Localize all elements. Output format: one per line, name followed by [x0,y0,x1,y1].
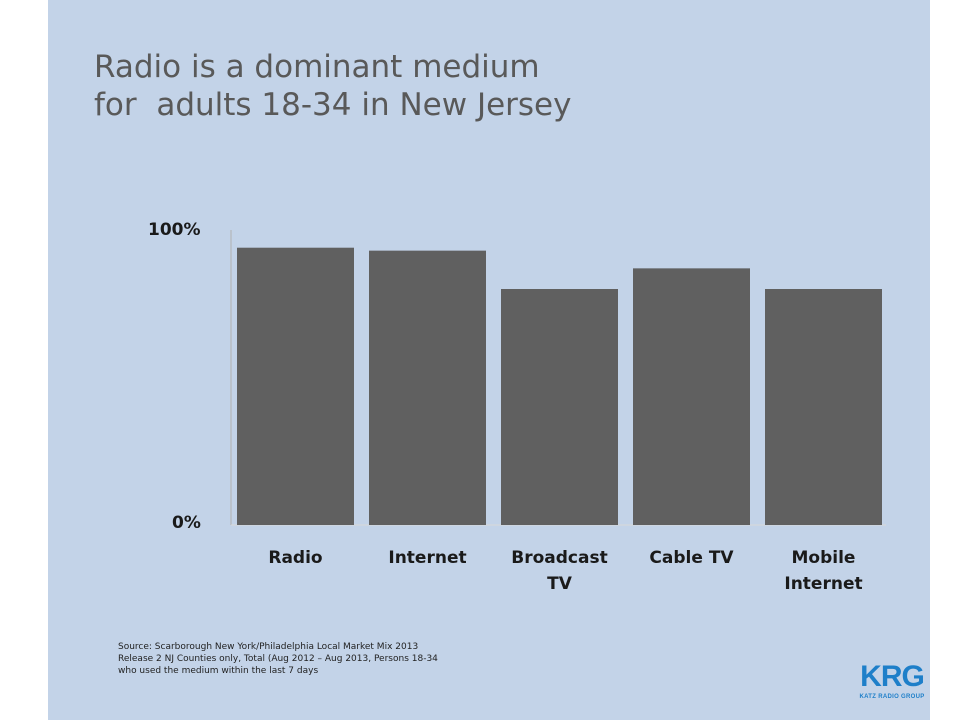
category-label: Mobile Internet [759,545,889,597]
bar-internet [369,250,486,525]
krg-logo: KRG KATZ RADIO GROUP [856,662,928,702]
bar-chart [230,230,886,526]
y-tick-label-max: 100% [148,220,201,240]
source-note: Source: Scarborough New York/Philadelphi… [118,641,548,677]
title-line-2: for adults 18-34 in New Jersey [94,87,572,123]
category-label-line: Mobile [791,548,856,568]
source-line-1: Source: Scarborough New York/Philadelphi… [118,642,419,652]
category-label: Internet [363,545,493,571]
logo-letters: KRG [860,660,925,693]
bar-radio [237,247,354,525]
slide: Radio is a dominant medium for adults 18… [48,0,930,720]
slide-title: Radio is a dominant medium for adults 18… [94,48,571,124]
bar-mobile-internet [765,289,882,525]
category-label-line: Internet [388,548,467,568]
title-line-1: Radio is a dominant medium [94,49,540,85]
category-label: Broadcast TV [495,545,625,597]
category-label: Cable TV [627,545,757,571]
category-label-line: Cable TV [649,548,734,568]
category-label-line: Broadcast [511,548,608,568]
y-tick-label-min: 0% [172,513,201,533]
category-label-line: Internet [784,574,863,594]
source-line-3: who used the medium within the last 7 da… [118,666,319,676]
logo-subtitle: KATZ RADIO GROUP [859,694,925,700]
category-label-line: TV [547,574,572,594]
source-line-2: Release 2 NJ Counties only, Total (Aug 2… [118,654,438,664]
bar-broadcast-tv [501,289,618,525]
bar-cable-tv [633,268,750,525]
category-label-line: Radio [268,548,323,568]
category-label: Radio [231,545,361,571]
